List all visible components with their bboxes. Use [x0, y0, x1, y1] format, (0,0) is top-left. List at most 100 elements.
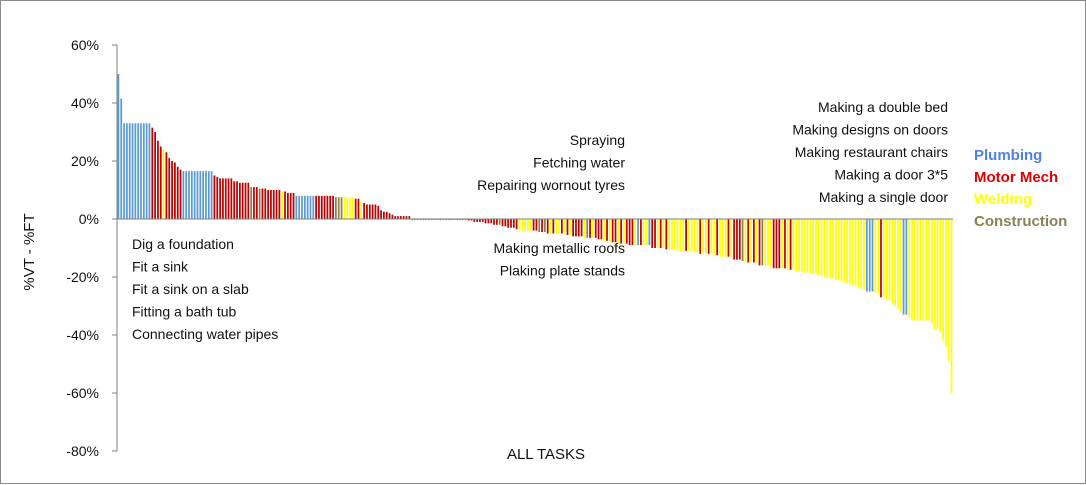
bar — [637, 219, 639, 246]
bar — [128, 123, 131, 219]
bar — [493, 219, 495, 225]
bar — [724, 219, 727, 257]
bar — [829, 219, 832, 279]
bar — [671, 219, 673, 250]
bar — [205, 171, 207, 219]
bar — [524, 219, 526, 231]
annotation-left-group: Dig a foundation Fit a sink Fit a sink on … — [132, 236, 278, 342]
bar — [351, 197, 354, 219]
bar — [326, 195, 329, 219]
bar — [806, 219, 809, 273]
bar — [950, 219, 953, 393]
annotation-right-group: Making a double bed Making designs on doo… — [792, 99, 948, 205]
bar — [255, 187, 258, 219]
bar — [719, 219, 721, 257]
bar — [385, 211, 388, 219]
bar — [764, 219, 767, 266]
bar — [174, 162, 176, 219]
annotation-label: Plaking plate stands — [500, 263, 625, 279]
bar — [865, 219, 868, 292]
bar — [741, 219, 744, 262]
bar — [801, 219, 803, 272]
bar — [145, 123, 148, 219]
y-tick-label: 20% — [71, 153, 99, 169]
annotation-label: Making a single door — [819, 189, 949, 205]
bar — [789, 219, 792, 270]
bar — [809, 219, 812, 275]
bar — [888, 219, 891, 301]
bar — [648, 219, 651, 246]
bar — [241, 182, 244, 219]
bar — [504, 219, 507, 227]
bar — [721, 219, 724, 257]
bar — [572, 219, 574, 237]
bar — [484, 219, 487, 224]
y-tick-label: 60% — [71, 37, 99, 53]
bar — [710, 219, 713, 254]
bar — [558, 219, 560, 234]
bar — [323, 195, 326, 219]
bar — [902, 219, 905, 315]
annotation-label: Making restaurant chairs — [795, 144, 948, 160]
bar — [812, 219, 815, 275]
bar — [507, 219, 510, 228]
annotation-label: Repairing wornout tyres — [477, 177, 625, 193]
annotation-label: Making designs on doors — [792, 122, 948, 138]
bar — [606, 219, 608, 241]
bar — [555, 219, 558, 234]
bar — [258, 188, 261, 219]
bar — [318, 195, 320, 219]
bar — [911, 219, 913, 321]
bar — [185, 171, 188, 219]
bar — [222, 178, 224, 219]
legend: Plumbing Motor Mech Welding Construction — [974, 147, 1067, 230]
bar — [583, 219, 586, 238]
bar — [515, 219, 518, 230]
bar — [767, 219, 769, 266]
bar — [380, 210, 382, 219]
bar — [165, 152, 168, 219]
bar — [236, 181, 238, 219]
bar — [744, 219, 747, 263]
bar — [897, 219, 899, 309]
bar — [289, 192, 292, 219]
x-axis-label: ALL TASKS — [507, 446, 585, 463]
bar — [140, 123, 142, 219]
bar — [131, 123, 134, 219]
bar — [337, 197, 340, 219]
bar — [320, 195, 323, 219]
bar — [368, 204, 371, 219]
bar — [388, 213, 391, 219]
bar — [467, 219, 470, 221]
bar — [190, 171, 193, 219]
bar — [885, 219, 888, 301]
bar — [702, 219, 704, 254]
bar — [832, 219, 834, 279]
bar — [611, 219, 614, 243]
bar — [569, 219, 572, 235]
bar — [408, 216, 411, 219]
bar — [371, 204, 374, 219]
bar — [527, 219, 529, 231]
bar — [840, 219, 843, 282]
bar — [281, 191, 284, 219]
bar — [668, 219, 671, 250]
bar — [340, 197, 343, 219]
y-tick-label: -40% — [66, 327, 99, 343]
bar — [851, 219, 854, 286]
bar — [546, 219, 549, 234]
bar — [343, 197, 346, 219]
bar — [261, 188, 264, 219]
bar — [349, 197, 351, 219]
bar — [238, 182, 241, 219]
bar — [673, 219, 676, 250]
bar — [727, 219, 730, 257]
bar — [642, 219, 645, 246]
bar — [137, 123, 140, 219]
bar — [126, 123, 128, 219]
bar — [930, 219, 933, 324]
bar — [682, 219, 685, 251]
bar — [705, 219, 707, 254]
bar — [142, 123, 145, 219]
bar — [846, 219, 848, 283]
